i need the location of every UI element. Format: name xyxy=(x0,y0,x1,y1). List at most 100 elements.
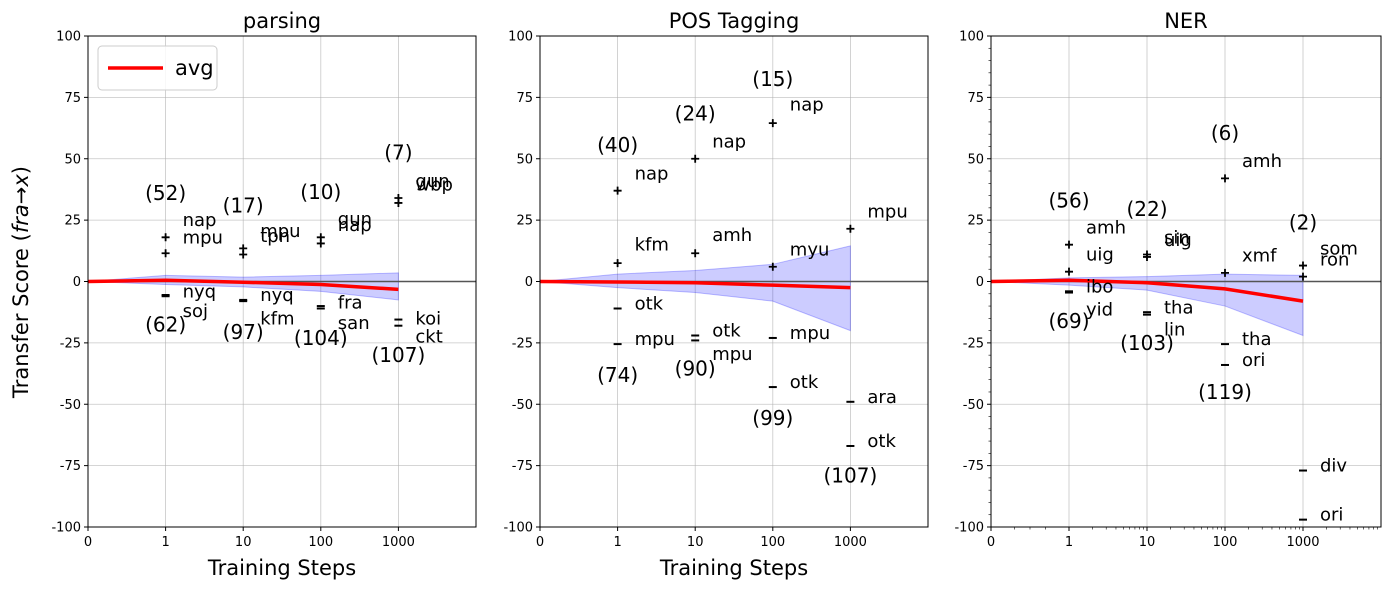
language-label: nap xyxy=(712,132,746,153)
x-tick-label: 100 xyxy=(308,535,333,550)
language-label: lin xyxy=(1164,319,1185,340)
y-tick-label: 0 xyxy=(73,275,81,290)
marker-plus xyxy=(316,239,325,248)
language-label: tha xyxy=(1164,297,1194,318)
y-tick-label: -75 xyxy=(963,459,984,474)
y-tick-label: 50 xyxy=(64,152,81,167)
y-tick-label: 75 xyxy=(967,91,984,106)
chart-panel-parsing: napmpunyqsojmputpnnyqkfmgunnapfrasangunw… xyxy=(51,9,477,580)
language-label: som xyxy=(1320,238,1358,259)
y-tick-label: 75 xyxy=(64,91,81,106)
marker-plus xyxy=(1143,252,1151,261)
language-label: gun xyxy=(415,171,449,192)
language-label: mpu xyxy=(260,221,300,242)
language-label: mpu xyxy=(790,323,830,344)
language-label: kfm xyxy=(260,308,294,329)
marker-plus xyxy=(613,259,622,268)
marker-plus xyxy=(161,249,170,258)
count-label: (10) xyxy=(300,180,341,204)
legend: avg xyxy=(97,45,218,91)
language-label: otk xyxy=(790,372,819,393)
language-label: nap xyxy=(183,210,217,231)
count-label: (107) xyxy=(824,463,878,487)
marker-plus xyxy=(1299,261,1307,270)
marker-plus xyxy=(1221,174,1229,183)
y-tick-label: -75 xyxy=(512,459,533,474)
y-tick-label: -100 xyxy=(503,521,533,536)
x-tick-label: 10 xyxy=(687,535,704,550)
language-label: kfm xyxy=(635,235,669,256)
x-tick-label: 1 xyxy=(161,535,169,550)
language-label: amh xyxy=(1242,151,1282,172)
count-label: (107) xyxy=(372,343,426,367)
y-tick-label: 50 xyxy=(516,152,533,167)
x-tick-label: 0 xyxy=(536,535,544,550)
language-label: nap xyxy=(338,215,372,236)
x-tick-label: 0 xyxy=(84,535,92,550)
language-label: div xyxy=(1320,456,1347,477)
language-label: mpu xyxy=(712,344,752,365)
count-label: (62) xyxy=(145,312,186,336)
marker-plus xyxy=(846,224,855,233)
count-label: (6) xyxy=(1211,121,1239,145)
x-axis-label: Training Steps xyxy=(659,556,808,580)
language-label: nap xyxy=(790,95,824,116)
language-label: amh xyxy=(712,225,752,246)
x-axis-label: Training Steps xyxy=(207,556,356,580)
language-label: uig xyxy=(1164,230,1192,251)
y-tick-label: -75 xyxy=(60,459,81,474)
y-tick-label: 100 xyxy=(56,30,81,45)
language-label: yid xyxy=(1086,300,1113,321)
language-label: gun xyxy=(338,209,372,230)
count-label: (24) xyxy=(675,101,716,125)
marker-plus xyxy=(768,119,777,128)
count-label: (40) xyxy=(597,133,638,157)
y-tick-label: -25 xyxy=(60,336,81,351)
language-label: uig xyxy=(1086,244,1114,265)
y-axis-label: Transfer Score (fra→x) xyxy=(9,166,33,399)
language-label: otk xyxy=(635,294,664,315)
language-label: ibo xyxy=(1086,276,1113,297)
x-tick-label: 1000 xyxy=(834,535,867,550)
y-tick-label: 100 xyxy=(508,30,533,45)
x-tick-label: 1 xyxy=(1065,535,1073,550)
marker-plus xyxy=(1221,268,1229,277)
y-tick-label: -100 xyxy=(954,521,984,536)
chart-title: NER xyxy=(1164,9,1208,33)
count-label: (2) xyxy=(1289,211,1317,235)
x-tick-label: 10 xyxy=(235,535,252,550)
language-label: koi xyxy=(415,308,441,329)
y-tick-label: 0 xyxy=(525,275,533,290)
marker-plus xyxy=(239,250,248,259)
language-label: sin xyxy=(1164,227,1190,248)
y-tick-label: 75 xyxy=(516,91,533,106)
x-tick-label: 0 xyxy=(987,535,995,550)
marker-plus xyxy=(161,233,170,242)
y-tick-label: -50 xyxy=(60,398,81,413)
language-label: nyq xyxy=(183,281,217,302)
x-tick-label: 10 xyxy=(1139,535,1156,550)
language-label: otk xyxy=(712,321,741,342)
language-label: mpu xyxy=(867,202,907,223)
marker-plus xyxy=(613,186,622,195)
y-tick-label: -25 xyxy=(963,336,984,351)
x-tick-label: 100 xyxy=(1213,535,1238,550)
y-tick-label: 100 xyxy=(959,30,984,45)
count-label: (69) xyxy=(1048,309,1089,333)
y-tick-label: -50 xyxy=(512,398,533,413)
y-tick-label: 0 xyxy=(976,275,984,290)
marker-plus xyxy=(394,198,403,207)
count-label: (17) xyxy=(223,193,264,217)
avg-line xyxy=(990,278,1304,303)
x-tick-label: 1 xyxy=(613,535,621,550)
count-label: (22) xyxy=(1126,197,1167,221)
marker-plus xyxy=(1065,240,1073,249)
legend-label: avg xyxy=(175,56,214,80)
count-label: (103) xyxy=(1120,331,1174,355)
language-label: tha xyxy=(1242,329,1272,350)
marker-plus xyxy=(768,262,777,271)
y-tick-label: -25 xyxy=(512,336,533,351)
y-tick-label: -100 xyxy=(51,521,81,536)
count-label: (90) xyxy=(675,357,716,381)
